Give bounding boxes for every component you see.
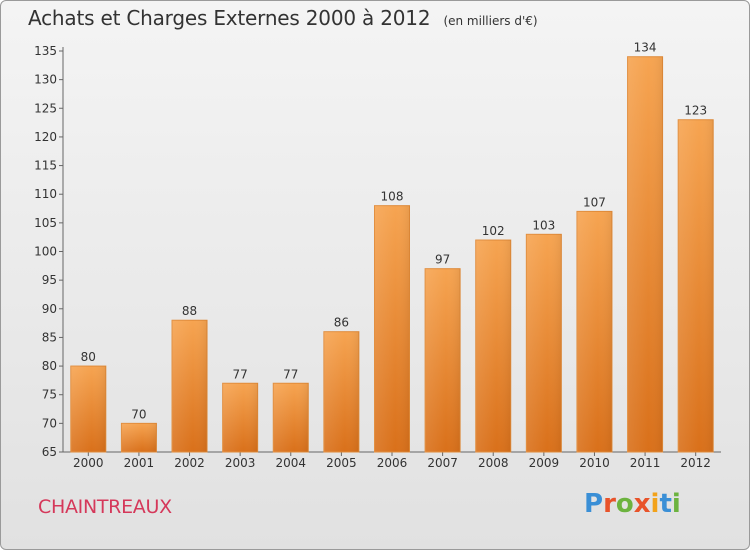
y-tick-label: 125	[34, 101, 57, 115]
bar-shine-2000	[70, 366, 106, 452]
y-tick-label: 120	[34, 130, 57, 144]
bar-shine-2007	[425, 268, 461, 452]
proxiti-logo: Proxiti	[584, 489, 681, 519]
value-label-2010: 107	[583, 195, 606, 209]
chart-unit: (en milliers d'€)	[443, 14, 538, 28]
value-label-2007: 97	[435, 253, 450, 267]
chart-title-group: Achats et Charges Externes 2000 à 2012 (…	[28, 6, 538, 30]
y-tick-label: 135	[34, 44, 57, 58]
y-tick-label: 110	[34, 187, 57, 201]
x-tick-label: 2000	[73, 456, 104, 470]
x-tick-label: 2011	[630, 456, 661, 470]
x-tick-label: 2004	[275, 456, 306, 470]
y-tick-label: 70	[42, 416, 57, 430]
y-tick-label: 95	[42, 273, 57, 287]
bar-shine-2010	[576, 211, 612, 452]
y-tick-label: 130	[34, 73, 57, 87]
value-label-2005: 86	[334, 316, 349, 330]
bar-shine-2002	[172, 320, 208, 452]
y-tick-label: 115	[34, 159, 57, 173]
bar-shine-2001	[121, 423, 157, 452]
value-label-2001: 70	[131, 407, 146, 421]
bar-shine-2008	[475, 240, 511, 452]
value-label-2012: 123	[684, 104, 707, 118]
logo-letter: i	[671, 489, 681, 519]
commune-name: CHAINTREAUX	[38, 496, 172, 518]
bars	[70, 56, 714, 453]
axes: 65 70 75 80 85 90 95 100 105 110 115 120 125 130 135 20…	[34, 44, 721, 470]
value-label-2004: 77	[283, 367, 298, 381]
bar-shine-2009	[526, 234, 562, 452]
x-tick-label: 2007	[427, 456, 458, 470]
value-label-2000: 80	[81, 350, 96, 364]
x-tick-label: 2001	[124, 456, 155, 470]
y-tick-label: 80	[42, 359, 57, 373]
y-tick-label: 75	[42, 388, 57, 402]
y-tick-label: 100	[34, 245, 57, 259]
logo-letter: i	[650, 489, 660, 519]
y-tick-label: 85	[42, 330, 57, 344]
bar-shine-2006	[374, 205, 410, 452]
x-tick-label: 2006	[377, 456, 408, 470]
bar-shine-2004	[273, 383, 309, 452]
bar-shine-2011	[627, 56, 663, 452]
x-tick-label: 2002	[174, 456, 205, 470]
x-tick-label: 2003	[225, 456, 256, 470]
x-tick-label: 2010	[579, 456, 610, 470]
logo-letter: x	[633, 489, 651, 519]
x-tick-label: 2008	[478, 456, 509, 470]
y-tick-label: 90	[42, 302, 57, 316]
x-tick-label: 2005	[326, 456, 357, 470]
value-label-2009: 103	[532, 218, 555, 232]
logo-letter: o	[615, 489, 634, 519]
bar-shine-2003	[222, 383, 258, 452]
logo-letter: t	[659, 489, 672, 519]
bar-shine-2005	[323, 331, 359, 452]
chart-title: Achats et Charges Externes 2000 à 2012	[28, 6, 431, 30]
value-label-2008: 102	[482, 224, 505, 238]
value-label-2002: 88	[182, 304, 197, 318]
bar-shine-2012	[678, 119, 714, 452]
logo-letter: P	[584, 489, 604, 519]
y-tick-label: 105	[34, 216, 57, 230]
value-label-2003: 77	[233, 367, 248, 381]
logo-letter: r	[603, 489, 616, 519]
value-labels: 80 70 88 77 77 86 108 97 102 103 107 134 123	[81, 41, 707, 422]
value-label-2006: 108	[381, 190, 404, 204]
y-tick-label: 65	[42, 445, 57, 459]
x-tick-label: 2009	[529, 456, 560, 470]
value-label-2011: 134	[634, 41, 657, 55]
x-tick-label: 2012	[680, 456, 711, 470]
